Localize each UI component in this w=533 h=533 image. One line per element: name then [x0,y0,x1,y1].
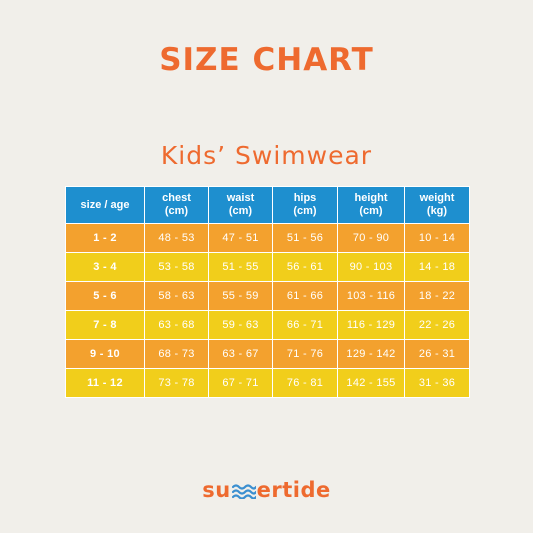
hips-cell: 66 - 71 [272,310,338,340]
waist-cell: 63 - 67 [208,339,273,369]
chest-cell: 48 - 53 [144,223,209,253]
chest-cell: 68 - 73 [144,339,209,369]
weight-cell: 26 - 31 [404,339,470,369]
table-row: 3 - 4 53 - 58 51 - 55 56 - 61 90 - 103 1… [65,252,470,282]
chest-cell: 63 - 68 [144,310,209,340]
header-chest: chest (cm) [144,186,209,224]
waist-cell: 59 - 63 [208,310,273,340]
brand-logo-suffix: ertide [256,478,331,502]
waist-cell: 67 - 71 [208,368,273,398]
hips-cell: 56 - 61 [272,252,338,282]
brand-logo: su ertide [0,478,533,502]
table-row: 5 - 6 58 - 63 55 - 59 61 - 66 103 - 116 … [65,281,470,311]
header-height: height (cm) [337,186,405,224]
weight-cell: 22 - 26 [404,310,470,340]
waist-cell: 47 - 51 [208,223,273,253]
size-age-cell: 11 - 12 [65,368,145,398]
table-row: 11 - 12 73 - 78 67 - 71 76 - 81 142 - 15… [65,368,470,398]
chest-cell: 73 - 78 [144,368,209,398]
brand-logo-prefix: su [202,478,231,502]
chest-cell: 53 - 58 [144,252,209,282]
header-weight: weight (kg) [404,186,470,224]
size-age-cell: 7 - 8 [65,310,145,340]
weight-cell: 10 - 14 [404,223,470,253]
table-header-row: size / age chest (cm) waist (cm) hips (cm) … [65,186,470,224]
size-age-cell: 9 - 10 [65,339,145,369]
size-age-cell: 5 - 6 [65,281,145,311]
height-cell: 129 - 142 [337,339,405,369]
height-cell: 70 - 90 [337,223,405,253]
page-subtitle: Kids’ Swimwear [160,141,373,170]
table-row: 9 - 10 68 - 73 63 - 67 71 - 76 129 - 142… [65,339,470,369]
size-chart-table: size / age chest (cm) waist (cm) hips (cm) … [65,186,470,398]
chest-cell: 58 - 63 [144,281,209,311]
waist-cell: 51 - 55 [208,252,273,282]
height-cell: 116 - 129 [337,310,405,340]
header-waist: waist (cm) [208,186,273,224]
header-size-age: size / age [65,186,145,224]
page-title: SIZE CHART [159,42,374,78]
waist-cell: 55 - 59 [208,281,273,311]
size-age-cell: 1 - 2 [65,223,145,253]
hips-cell: 76 - 81 [272,368,338,398]
height-cell: 103 - 116 [337,281,405,311]
hips-cell: 51 - 56 [272,223,338,253]
size-age-cell: 3 - 4 [65,252,145,282]
hips-cell: 71 - 76 [272,339,338,369]
weight-cell: 18 - 22 [404,281,470,311]
height-cell: 142 - 155 [337,368,405,398]
weight-cell: 14 - 18 [404,252,470,282]
weight-cell: 31 - 36 [404,368,470,398]
table-row: 7 - 8 63 - 68 59 - 63 66 - 71 116 - 129 … [65,310,470,340]
wave-icon [231,484,256,499]
height-cell: 90 - 103 [337,252,405,282]
hips-cell: 61 - 66 [272,281,338,311]
table-row: 1 - 2 48 - 53 47 - 51 51 - 56 70 - 90 10… [65,223,470,253]
header-hips: hips (cm) [272,186,338,224]
